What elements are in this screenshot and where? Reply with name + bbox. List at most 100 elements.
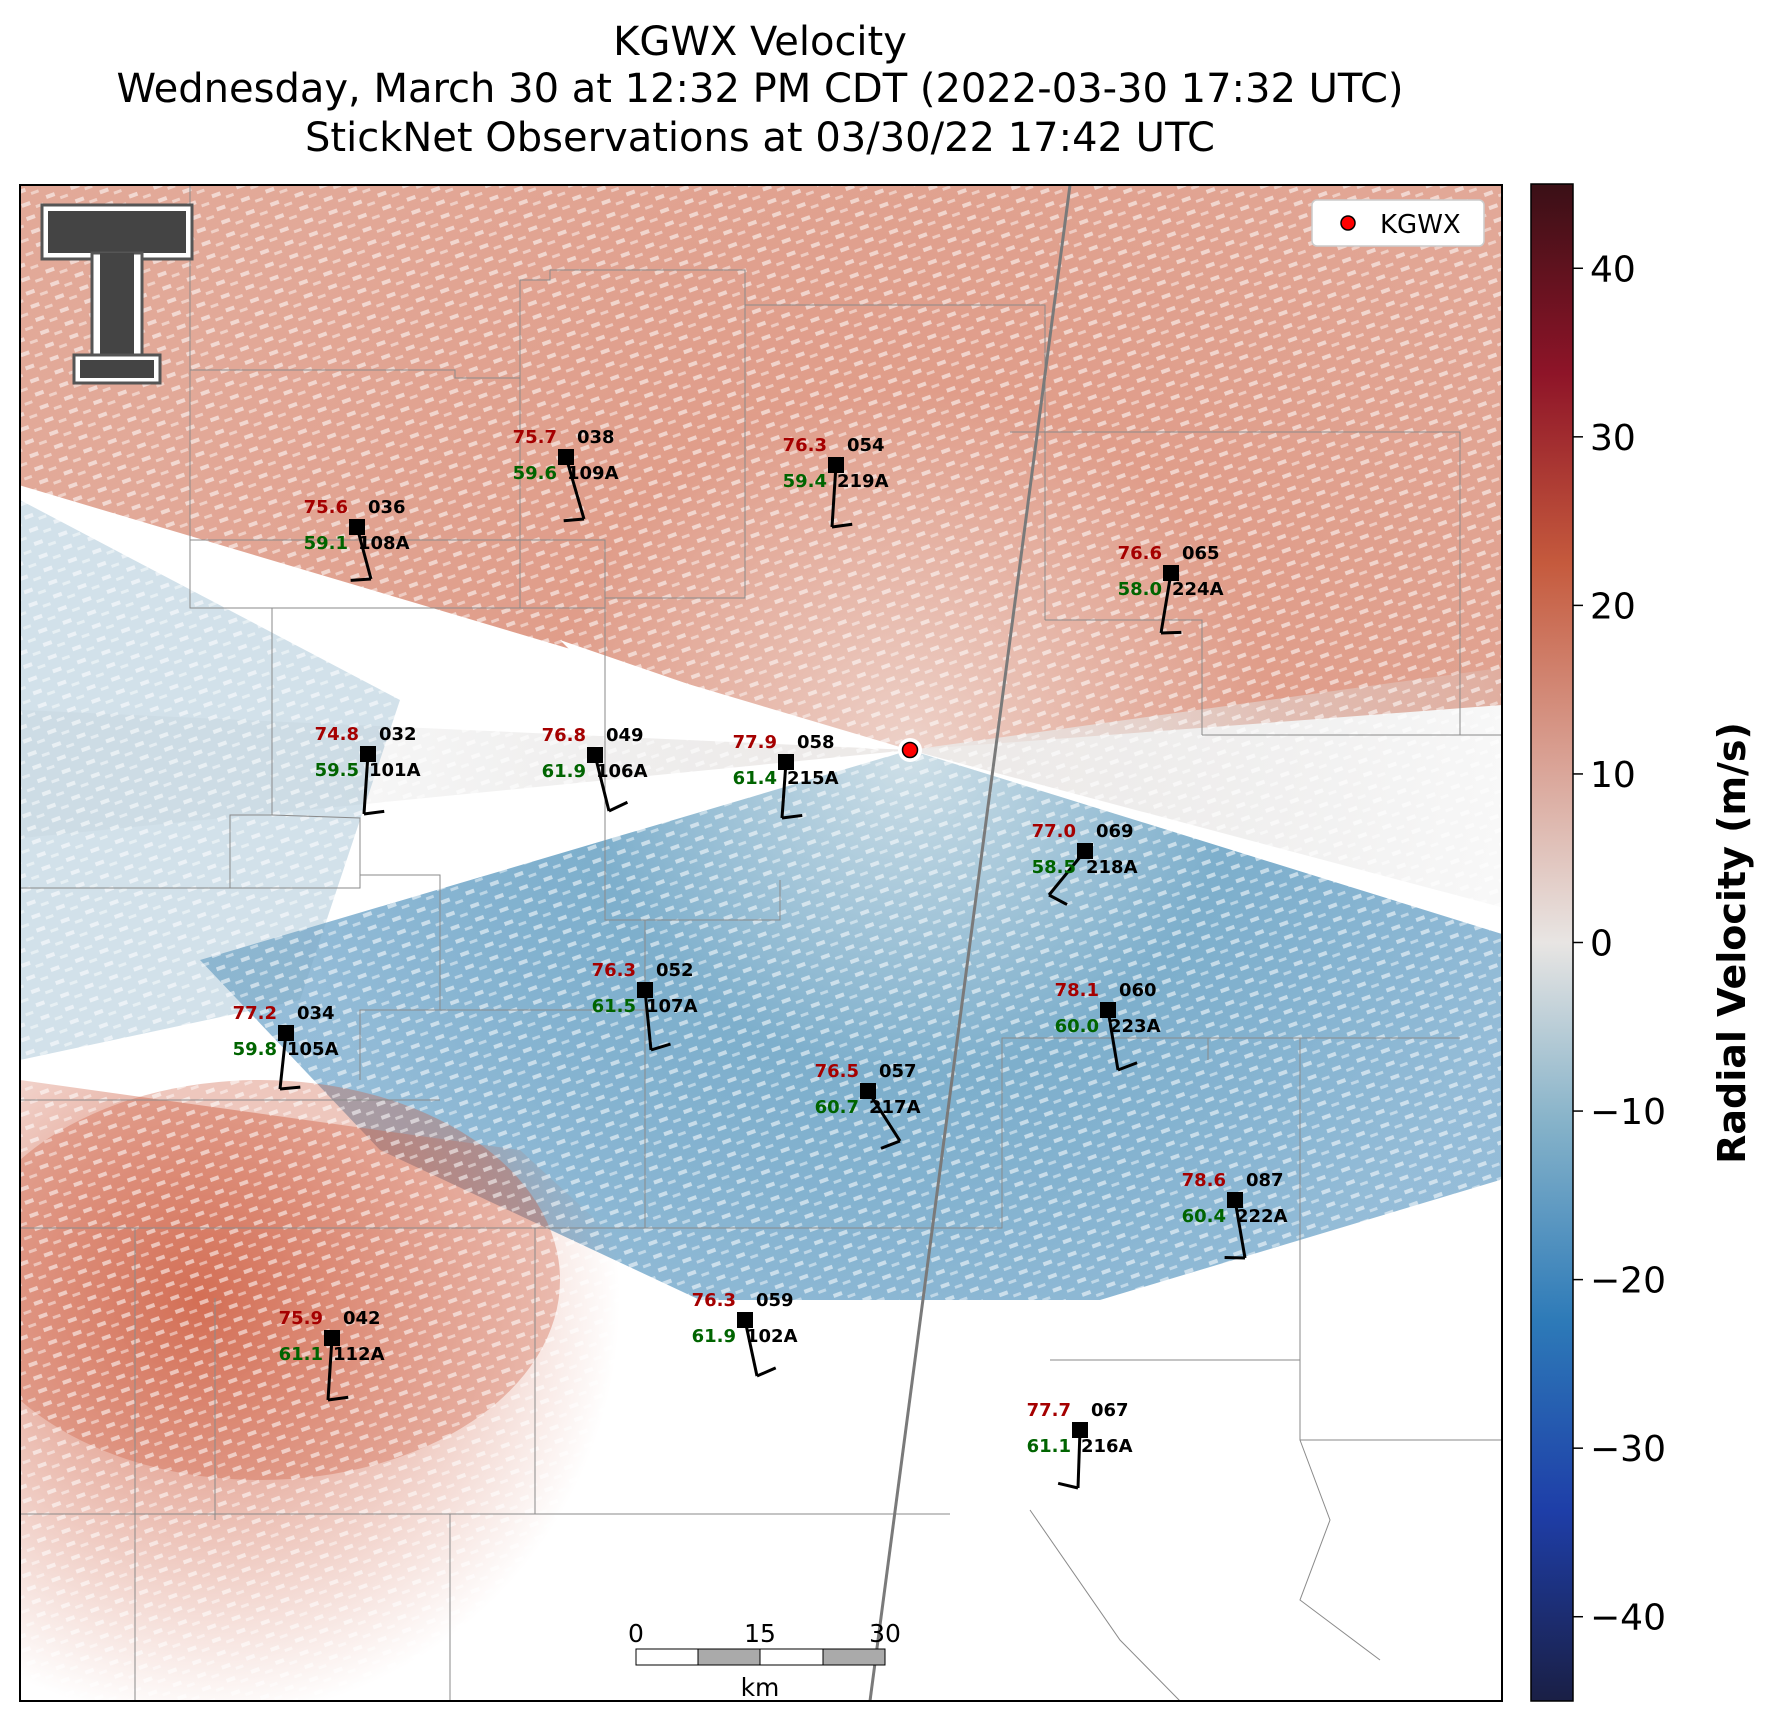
station-marker: [1077, 843, 1093, 859]
station-dewpoint: 61.9: [542, 761, 586, 782]
station-temperature: 75.9: [279, 1308, 323, 1329]
station-id: 057: [879, 1061, 917, 1082]
sticknet-stations: 75.7 038 59.6 109A 76.3 054 59.4 219A 75.6 036 59.…: [233, 427, 1288, 1490]
station-marker: [587, 747, 603, 763]
wind-barb: [780, 761, 788, 819]
station-id: 069: [1096, 821, 1134, 842]
wind-barb: [1233, 1199, 1247, 1259]
wind-barb-tick: [1057, 1481, 1079, 1490]
station-id: 065: [1182, 543, 1220, 564]
wind-barb: [278, 1032, 288, 1090]
highway-line: [868, 185, 1072, 1701]
wind-barb: [564, 456, 586, 520]
station-id: 034: [297, 1003, 335, 1024]
scale-bar: 0 15 30 km: [628, 1619, 901, 1702]
wind-barb-tick: [1224, 1255, 1246, 1260]
velocity-field: [20, 185, 1502, 1701]
wind-barb: [1159, 572, 1173, 634]
station-038: 75.7 038 59.6 109A: [513, 427, 619, 523]
radar-legend-marker: [1340, 215, 1356, 231]
map-legend: KGWX: [1311, 199, 1485, 247]
station-054: 76.3 054 59.4 219A: [783, 435, 889, 529]
station-temperature: 77.7: [1027, 1400, 1071, 1421]
wind-barb: [743, 1319, 759, 1377]
station-probe: 224A: [1172, 579, 1224, 600]
county-boundaries: [20, 185, 1502, 1701]
station-dewpoint: 59.8: [233, 1039, 277, 1060]
station-temperature: 78.6: [1182, 1170, 1226, 1191]
wind-barb-tick: [756, 1366, 777, 1378]
wind-barb: [355, 526, 373, 580]
colorbar-tick-label: −30: [1590, 1429, 1666, 1470]
wind-barb-tick: [1117, 1061, 1138, 1072]
station-id: 054: [847, 435, 885, 456]
station-dewpoint: 60.4: [1182, 1206, 1226, 1227]
station-temperature: 76.3: [783, 435, 827, 456]
wind-barb-tick: [831, 522, 853, 529]
texas-tech-logo: [40, 203, 194, 385]
wind-barb-tick: [350, 577, 372, 582]
wind-barb-tick: [279, 1085, 301, 1091]
wind-barb: [1106, 1009, 1120, 1071]
station-temperature: 76.5: [815, 1061, 859, 1082]
station-probe: 218A: [1086, 857, 1138, 878]
scale-label-30: 30: [869, 1619, 901, 1648]
chart-subtitle-time: Wednesday, March 30 at 12:32 PM CDT (202…: [116, 66, 1404, 112]
station-temperature: 76.3: [592, 960, 636, 981]
station-049: 76.8 049 61.9 106A: [542, 725, 648, 813]
colorbar-tick-label: 30: [1590, 418, 1636, 459]
wind-barb-tick: [781, 813, 803, 820]
station-dewpoint: 59.1: [304, 533, 348, 554]
station-probe: 217A: [869, 1097, 921, 1118]
station-id: 060: [1119, 980, 1157, 1001]
station-marker: [278, 1025, 294, 1041]
station-marker: [1163, 565, 1179, 581]
station-probe: 101A: [369, 760, 421, 781]
wind-barb: [643, 989, 653, 1051]
wind-barb: [1076, 1429, 1082, 1489]
station-032: 74.8 032 59.5 101A: [315, 724, 421, 816]
wind-barb-tick: [327, 1395, 349, 1402]
station-marker: [324, 1330, 340, 1346]
station-059: 76.3 059 61.9 102A: [692, 1290, 798, 1378]
colorbar-tick-label: −10: [1590, 1092, 1666, 1133]
wind-barb: [866, 1090, 902, 1142]
scale-label-0: 0: [628, 1619, 644, 1648]
station-temperature: 75.7: [513, 427, 557, 448]
station-probe: 106A: [596, 761, 648, 782]
station-id: 052: [656, 960, 694, 981]
station-marker: [778, 754, 794, 770]
station-temperature: 78.1: [1055, 980, 1099, 1001]
colorbar-tick-label: 0: [1590, 924, 1613, 965]
station-marker: [828, 457, 844, 473]
station-087: 78.6 087 60.4 222A: [1182, 1170, 1288, 1260]
station-probe: 223A: [1109, 1016, 1161, 1037]
wind-barb-tick: [363, 809, 385, 816]
station-dewpoint: 60.0: [1055, 1016, 1099, 1037]
station-dewpoint: 61.9: [692, 1326, 736, 1347]
station-probe: 222A: [1236, 1206, 1288, 1227]
station-dewpoint: 61.4: [733, 768, 777, 789]
station-temperature: 77.2: [233, 1003, 277, 1024]
station-marker: [860, 1083, 876, 1099]
colorbar-tick-label: −20: [1590, 1261, 1666, 1302]
station-dewpoint: 59.6: [513, 463, 557, 484]
scale-unit: km: [741, 1673, 780, 1702]
station-temperature: 76.6: [1118, 543, 1162, 564]
wind-barb: [362, 753, 370, 815]
station-id: 067: [1091, 1400, 1129, 1421]
wind-barb-tick: [650, 1042, 671, 1052]
station-marker: [349, 519, 365, 535]
station-probe: 108A: [358, 533, 410, 554]
wind-barb-tick: [1160, 630, 1182, 635]
station-temperature: 75.6: [304, 497, 348, 518]
station-dewpoint: 61.1: [279, 1344, 323, 1365]
station-probe: 216A: [1081, 1436, 1133, 1457]
colorbar-tick-label: 10: [1590, 755, 1636, 796]
colorbar-tick-label: 20: [1590, 586, 1636, 627]
station-034: 77.2 034 59.8 105A: [233, 1003, 339, 1091]
station-060: 78.1 060 60.0 223A: [1055, 980, 1161, 1072]
station-probe: 102A: [746, 1326, 798, 1347]
